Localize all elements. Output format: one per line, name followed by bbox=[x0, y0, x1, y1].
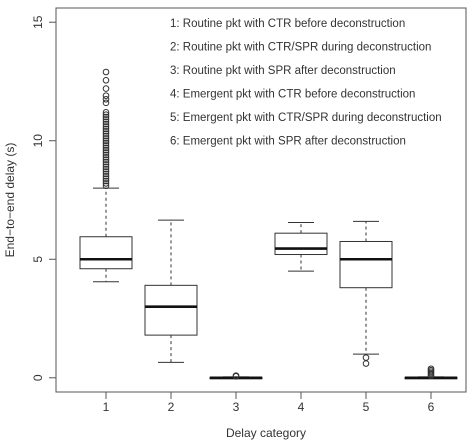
legend: 1: Routine pkt with CTR before deconstru… bbox=[170, 18, 442, 148]
outlier-point bbox=[102, 165, 110, 173]
legend-entry: 3: Routine pkt with SPR after deconstruc… bbox=[170, 65, 396, 77]
outlier-point bbox=[102, 144, 110, 152]
x-tick-label: 1 bbox=[103, 400, 110, 414]
outlier-point bbox=[102, 172, 110, 180]
box-category-6 bbox=[404, 365, 458, 380]
outlier-point bbox=[102, 156, 110, 164]
outlier-point bbox=[102, 137, 110, 145]
outlier-point bbox=[102, 149, 110, 156]
outlier-point bbox=[102, 151, 110, 159]
outlier-point bbox=[102, 108, 110, 116]
x-tick-label: 5 bbox=[363, 400, 370, 414]
outlier-point bbox=[102, 118, 110, 126]
box-iqr bbox=[144, 284, 198, 336]
outlier-point bbox=[102, 130, 110, 137]
legend-entry: 2: Routine pkt with CTR/SPR during decon… bbox=[170, 42, 431, 54]
outlier-point bbox=[102, 95, 110, 103]
outlier-point bbox=[102, 127, 110, 135]
outlier-point bbox=[362, 354, 370, 361]
outlier-point bbox=[102, 175, 110, 182]
box-series bbox=[79, 68, 458, 380]
box-category-1 bbox=[79, 68, 133, 283]
box-category-3 bbox=[209, 372, 263, 380]
box-iqr bbox=[339, 240, 393, 289]
x-tick-label: 3 bbox=[233, 400, 240, 414]
outlier-point bbox=[362, 360, 370, 367]
outlier-point bbox=[102, 135, 110, 142]
outlier-point bbox=[102, 85, 110, 92]
outlier-point bbox=[102, 168, 110, 175]
x-axis: 1 2 3 4 5 6 bbox=[103, 391, 435, 414]
outlier-point bbox=[102, 116, 110, 123]
outlier-point bbox=[102, 161, 110, 168]
y-tick-label: 10 bbox=[31, 134, 45, 148]
box-category-2 bbox=[144, 219, 198, 363]
outlier-point bbox=[427, 365, 435, 373]
y-tick-label: 0 bbox=[31, 374, 45, 381]
x-tick-label: 6 bbox=[428, 400, 435, 414]
outlier-point bbox=[102, 182, 110, 190]
x-axis-title: Delay category bbox=[226, 426, 306, 440]
legend-entry: 6: Emergent pkt with SPR after deconstru… bbox=[170, 136, 406, 148]
outlier-point bbox=[102, 113, 110, 121]
outlier-point bbox=[232, 372, 240, 379]
outlier-point bbox=[102, 158, 110, 166]
box-iqr bbox=[274, 232, 328, 256]
outlier-point bbox=[102, 163, 110, 171]
y-axis: 0 5 10 15 bbox=[31, 15, 56, 381]
outlier-point bbox=[102, 111, 110, 118]
outlier-point bbox=[102, 123, 110, 130]
outlier-point bbox=[102, 99, 110, 107]
x-tick-label: 2 bbox=[168, 400, 175, 414]
outlier-point bbox=[102, 68, 110, 76]
y-tick-label: 5 bbox=[31, 256, 45, 263]
outlier-point bbox=[102, 125, 110, 133]
outlier-point bbox=[102, 154, 110, 161]
outlier-point bbox=[102, 177, 110, 185]
legend-entry: 5: Emergent pkt with CTR/SPR during deco… bbox=[170, 112, 442, 124]
box-iqr bbox=[79, 236, 133, 270]
legend-entry: 4: Emergent pkt with CTR before deconstr… bbox=[170, 89, 415, 101]
box-category-5 bbox=[339, 220, 393, 367]
outlier-point bbox=[102, 146, 110, 154]
legend-entry: 1: Routine pkt with CTR before deconstru… bbox=[170, 18, 405, 30]
outlier-point bbox=[102, 142, 110, 149]
x-tick-label: 4 bbox=[298, 400, 305, 414]
outlier-point bbox=[102, 120, 110, 128]
box-category-4 bbox=[274, 222, 328, 272]
y-tick-label: 15 bbox=[31, 15, 45, 29]
outlier-point bbox=[102, 180, 110, 187]
outlier-point bbox=[102, 139, 110, 147]
outlier-point bbox=[102, 92, 110, 100]
outlier-point bbox=[102, 76, 110, 84]
outlier-point bbox=[102, 132, 110, 140]
y-axis-title: End−to−end delay (s) bbox=[3, 143, 17, 258]
outlier-point bbox=[102, 170, 110, 178]
